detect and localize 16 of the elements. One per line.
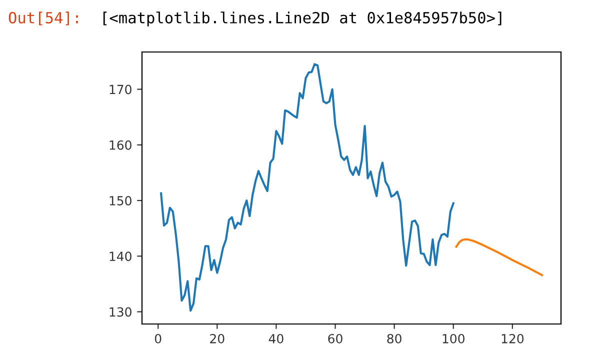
text: Out[54]:	[8, 12, 78, 26]
x-tick-label: 0	[154, 334, 162, 344]
x-tick-label: 40	[268, 334, 284, 344]
y-tick-label: 170	[110, 84, 132, 94]
y-tick-label: 160	[110, 140, 132, 150]
x-tick-label: 60	[328, 334, 342, 344]
line-series	[160, 63, 454, 312]
x-tick-label: 100	[442, 334, 464, 344]
y-tick-label: 140	[110, 252, 132, 262]
x-tick-label: 120	[502, 334, 524, 344]
line-series	[455, 238, 543, 276]
text: [<matplotlib.lines.Line2D at 0x1e845957b50>]	[103, 12, 502, 26]
x-tick-label: 20	[210, 334, 224, 344]
x-tick-label: 80	[387, 334, 402, 344]
y-tick-label: 150	[110, 196, 132, 206]
y-tick-label: 130	[110, 307, 132, 317]
